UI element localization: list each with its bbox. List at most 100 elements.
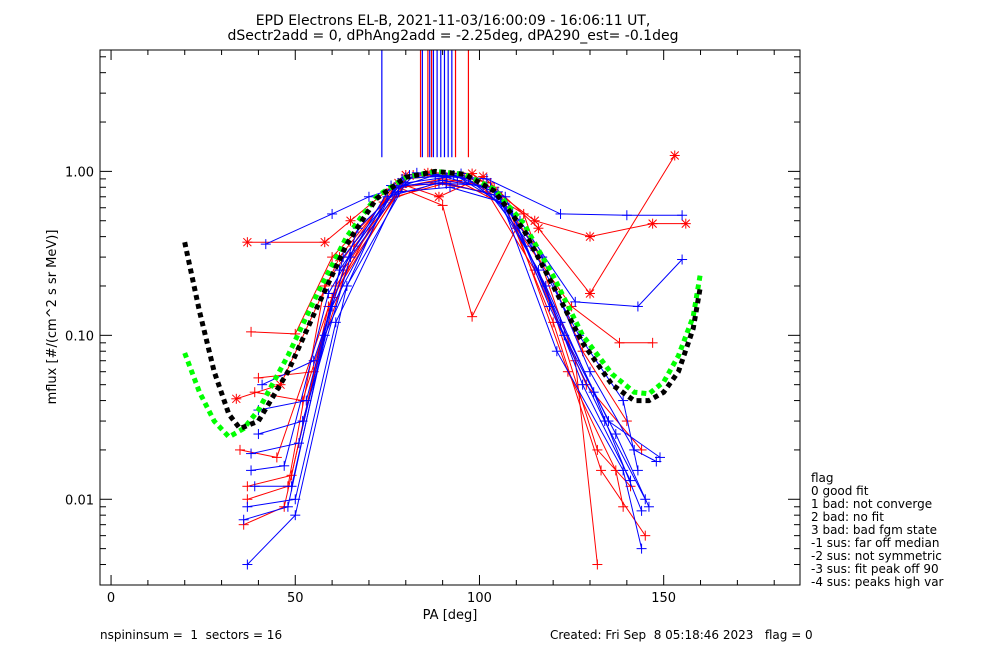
data-point [625, 475, 636, 486]
footer-right: Created: Fri Sep 8 05:18:46 2023 flag = … [550, 628, 813, 642]
data-point [327, 208, 338, 219]
flag-legend-item: 2 bad: no fit [811, 510, 884, 524]
data-point [253, 372, 264, 383]
data-point [257, 379, 268, 390]
data-point [610, 429, 621, 440]
y-tick-label: 0.01 [65, 493, 94, 508]
data-point [467, 311, 478, 322]
data-point [363, 191, 374, 202]
data-point [577, 379, 588, 390]
series-line [236, 155, 676, 400]
data-point [279, 460, 290, 471]
footer-left: nspininsum = 1 sectors = 16 [100, 628, 282, 642]
data-point [441, 178, 452, 189]
y-tick-label: 1.00 [65, 165, 94, 180]
x-tick-label: 50 [287, 591, 304, 606]
data-point [481, 173, 492, 184]
data-point [246, 465, 257, 476]
data-point [246, 326, 257, 337]
data-point [551, 346, 562, 357]
vline-layer [381, 50, 470, 158]
series-red-6 [253, 170, 603, 570]
x-tick-label: 0 [107, 591, 115, 606]
data-point [588, 387, 599, 398]
data-point [319, 237, 330, 248]
data-point [632, 465, 643, 476]
flag-legend-title: flag [811, 471, 834, 485]
data-point [393, 186, 404, 197]
data-point [618, 465, 629, 476]
data-point [677, 254, 688, 265]
data-point [533, 265, 544, 276]
flag-legend-item: -2 sus: not symmetric [811, 549, 942, 563]
data-point [282, 501, 293, 512]
flag-legend-item: 1 bad: not converge [811, 497, 932, 511]
data-point [677, 210, 688, 221]
data-point [235, 444, 245, 455]
data-point [618, 395, 629, 406]
data-point [680, 218, 691, 229]
data-point [618, 501, 629, 512]
series-blue-17 [242, 182, 647, 516]
data-point [301, 395, 312, 406]
data-point [647, 218, 658, 229]
flag-legend: flag 0 good fit 1 bad: not converge 2 ba… [811, 471, 944, 589]
data-point [592, 559, 603, 570]
x-axis-label: PA [deg] [423, 608, 478, 623]
data-point [238, 514, 249, 525]
y-axis-label: mflux [#/(cm^2 s sr MeV)] [45, 230, 60, 405]
series-line [254, 179, 657, 487]
data-point [555, 208, 566, 219]
series-black-20 [182, 168, 703, 432]
data-point [614, 337, 625, 348]
data-point [246, 448, 257, 459]
series-red-8 [242, 177, 647, 492]
fit-curve [182, 168, 703, 432]
data-point [290, 494, 301, 505]
series-line [251, 186, 653, 344]
data-point [647, 337, 658, 348]
axes-layer: 0 50 100 150 0.01 0.10 1.00 [65, 50, 800, 606]
data-point [669, 150, 680, 161]
data-point [293, 438, 304, 449]
flag-legend-item: 0 good fit [811, 484, 869, 498]
data-point [621, 210, 632, 221]
series-blue-10 [242, 172, 647, 570]
plot-area: 0 50 100 150 0.01 0.10 1.00 [65, 49, 801, 606]
series-layer [182, 150, 703, 570]
data-point [655, 452, 665, 463]
y-tick-label: 0.10 [65, 329, 94, 344]
data-point [242, 237, 253, 248]
data-point [290, 510, 301, 521]
data-point [433, 191, 444, 202]
flag-legend-item: 3 bad: bad fgm state [811, 523, 937, 537]
data-point [260, 239, 271, 250]
data-point [433, 177, 444, 188]
data-point [271, 452, 282, 463]
data-point [437, 200, 448, 211]
data-point [640, 530, 651, 541]
plot-frame [99, 49, 801, 586]
data-point [330, 317, 341, 328]
data-point [585, 231, 595, 242]
data-point [632, 301, 643, 312]
data-point [636, 543, 647, 554]
x-tick-label: 150 [651, 591, 676, 606]
data-point [533, 223, 544, 234]
data-point [242, 501, 253, 512]
chart-title-line2: dSectr2add = 0, dPhAng2add = -2.25deg, d… [228, 28, 679, 44]
data-point [253, 429, 264, 440]
data-point [636, 505, 647, 516]
series-red-0 [242, 167, 691, 248]
data-point [242, 559, 253, 570]
data-point [570, 296, 581, 307]
data-point [319, 330, 330, 341]
data-point [585, 366, 595, 377]
data-point [345, 215, 356, 226]
flag-legend-item: -3 sus: fit peak off 90 [811, 562, 939, 576]
x-tick-label: 100 [467, 591, 492, 606]
data-point [643, 501, 654, 512]
data-point [585, 288, 595, 299]
data-point [596, 465, 607, 476]
